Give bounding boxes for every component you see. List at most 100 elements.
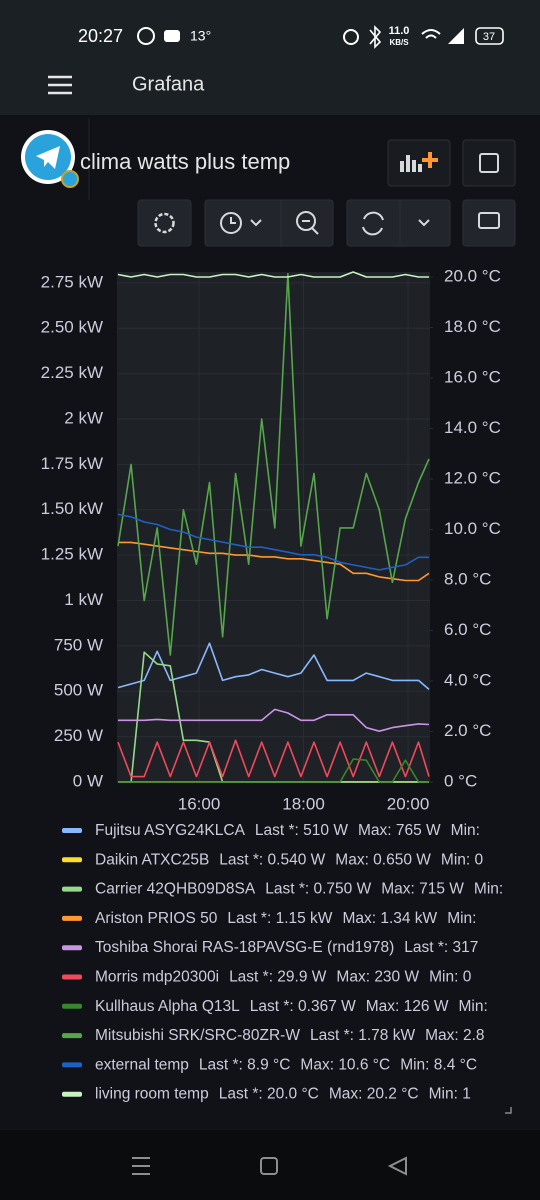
legend-entry: Toshiba Shorai RAS-18PAVSG-E (rnd1978) La… bbox=[95, 939, 478, 956]
legend-entry: Ariston PRIOS 50 Last *: 1.15 kW Max: 1.34… bbox=[95, 910, 476, 927]
y-tick-label: 2.25 kW bbox=[41, 363, 103, 382]
legend-entry: Morris mdp20300i Last *: 29.9 W Max: 230 W… bbox=[95, 969, 472, 986]
legend-stat: Max: 1.34 kW bbox=[342, 910, 437, 927]
y2-tick-label: 6.0 °C bbox=[444, 620, 491, 639]
legend-stat: Last *: 0.750 W bbox=[265, 881, 371, 898]
legend-stat: Max: 10.6 °C bbox=[300, 1056, 390, 1073]
signal-icon bbox=[448, 28, 464, 44]
resize-handle[interactable] bbox=[505, 1107, 512, 1114]
legend-swatch bbox=[62, 857, 82, 863]
clock-icon bbox=[220, 212, 242, 234]
nav-recents[interactable] bbox=[132, 1157, 150, 1175]
nav-bar bbox=[0, 1130, 540, 1200]
legend-stat: Max: 2.8 bbox=[425, 1027, 484, 1044]
legend-swatch bbox=[62, 974, 82, 980]
y-tick-label: 1.50 kW bbox=[41, 499, 103, 518]
legend-entry: Mitsubishi SRK/SRC-80ZR-W Last *: 1.78 kW… bbox=[95, 1027, 485, 1044]
legend-swatch bbox=[62, 828, 82, 833]
badge bbox=[61, 170, 79, 188]
y2-tick-label: 18.0 °C bbox=[444, 317, 501, 336]
tv-mode-button[interactable] bbox=[462, 199, 516, 247]
status-icon bbox=[137, 27, 155, 45]
y2-tick-label: 12.0 °C bbox=[444, 469, 501, 488]
settings-icon bbox=[154, 212, 175, 234]
app-title: Grafana bbox=[132, 73, 205, 95]
refresh-button[interactable] bbox=[346, 199, 451, 247]
nav-back[interactable] bbox=[387, 1156, 407, 1176]
legend-stat: Min: 1 bbox=[429, 1086, 471, 1103]
legend: Fujitsu ASYG24KLCA Last *: 510 W Max: 765 … bbox=[62, 822, 503, 1103]
status-icon bbox=[164, 30, 180, 42]
top-bar bbox=[0, 0, 540, 115]
refresh-icon bbox=[362, 211, 384, 236]
x-tick-label: 16:00 bbox=[178, 794, 221, 813]
zoom-out-mark bbox=[302, 220, 319, 235]
legend-stat: Min: bbox=[474, 881, 503, 898]
legend-stat: Last *: 29.9 W bbox=[229, 969, 327, 986]
y2-tick-label: 10.0 °C bbox=[444, 519, 501, 538]
y2-tick-label: 16.0 °C bbox=[444, 368, 501, 387]
time-picker[interactable] bbox=[204, 199, 334, 247]
legend-stat: Last *: 8.9 °C bbox=[199, 1056, 291, 1073]
legend-swatch bbox=[62, 915, 82, 921]
legend-stat: Max: 765 W bbox=[358, 822, 441, 839]
telegram-plane bbox=[36, 146, 60, 169]
legend-swatch bbox=[62, 945, 82, 951]
y-tick-label: 2.50 kW bbox=[41, 318, 103, 337]
nav-buttons bbox=[132, 1156, 407, 1176]
legend-stat: Min: bbox=[458, 998, 487, 1015]
grid bbox=[117, 272, 430, 783]
legend-name: Fujitsu ASYG24KLCA bbox=[95, 822, 246, 839]
legend-stat: Last *: 510 W bbox=[255, 822, 348, 839]
legend-entry: living room temp Last *: 20.0 °C Max: 20.2… bbox=[95, 1086, 471, 1103]
legend-name: external temp bbox=[95, 1056, 189, 1073]
legend-name: Mitsubishi SRK/SRC-80ZR-W bbox=[95, 1027, 300, 1044]
legend-swatch bbox=[62, 1033, 82, 1039]
series-line bbox=[117, 642, 430, 691]
plus-icon bbox=[422, 152, 438, 168]
series-lines bbox=[117, 271, 430, 783]
legend-stat: Last *: 1.15 kW bbox=[227, 910, 332, 927]
legend-swatch bbox=[62, 1062, 82, 1068]
legend-stat: Max: 715 W bbox=[381, 881, 464, 898]
legend-stat: Min: bbox=[451, 822, 480, 839]
y2-tick-label: 14.0 °C bbox=[444, 418, 501, 437]
add-panel-button[interactable] bbox=[387, 139, 451, 187]
status-temperature: 13° bbox=[190, 28, 211, 44]
legend-stat: Max: 230 W bbox=[336, 969, 419, 986]
zoom-out-icon[interactable] bbox=[296, 211, 316, 231]
plot-area bbox=[117, 272, 430, 782]
legend-name: living room temp bbox=[95, 1086, 209, 1103]
net-unit: KB/S bbox=[389, 38, 409, 47]
battery-level: 37 bbox=[483, 31, 495, 43]
save-button[interactable] bbox=[462, 139, 516, 187]
y2-tick-label: 20.0 °C bbox=[444, 267, 501, 286]
legend-stat: Min: 8.4 °C bbox=[400, 1056, 477, 1073]
settings-button[interactable] bbox=[137, 199, 192, 247]
battery-icon bbox=[475, 27, 504, 45]
legend-name: Kullhaus Alpha Q13L bbox=[95, 998, 240, 1015]
menu-button[interactable] bbox=[48, 75, 72, 95]
y-tick-label: 1.25 kW bbox=[41, 545, 103, 564]
series-line bbox=[117, 513, 429, 571]
y2-tick-label: 4.0 °C bbox=[444, 670, 491, 689]
chevron[interactable] bbox=[418, 219, 430, 227]
x-tick-label: 20:00 bbox=[387, 794, 430, 813]
net-speed: 11.0 bbox=[389, 25, 410, 37]
wifi-icon bbox=[421, 29, 441, 39]
chevron bbox=[230, 217, 262, 227]
add-panel-icon bbox=[400, 155, 422, 172]
legend-stat: Max: 20.2 °C bbox=[329, 1086, 419, 1103]
y2-tick-label: 2.0 °C bbox=[444, 721, 491, 740]
legend-name: Daikin ATXC25B bbox=[95, 851, 209, 868]
legend-entry: Kullhaus Alpha Q13L Last *: 0.367 W Max: 1… bbox=[95, 998, 488, 1015]
series-line bbox=[118, 708, 430, 732]
nav-home[interactable] bbox=[260, 1157, 278, 1175]
series-line bbox=[118, 541, 430, 582]
series-line bbox=[117, 739, 430, 778]
y-tick-label: 0 W bbox=[73, 771, 103, 790]
y-tick-label: 250 W bbox=[54, 726, 103, 745]
legend-stat: Last *: 317 bbox=[404, 939, 478, 956]
